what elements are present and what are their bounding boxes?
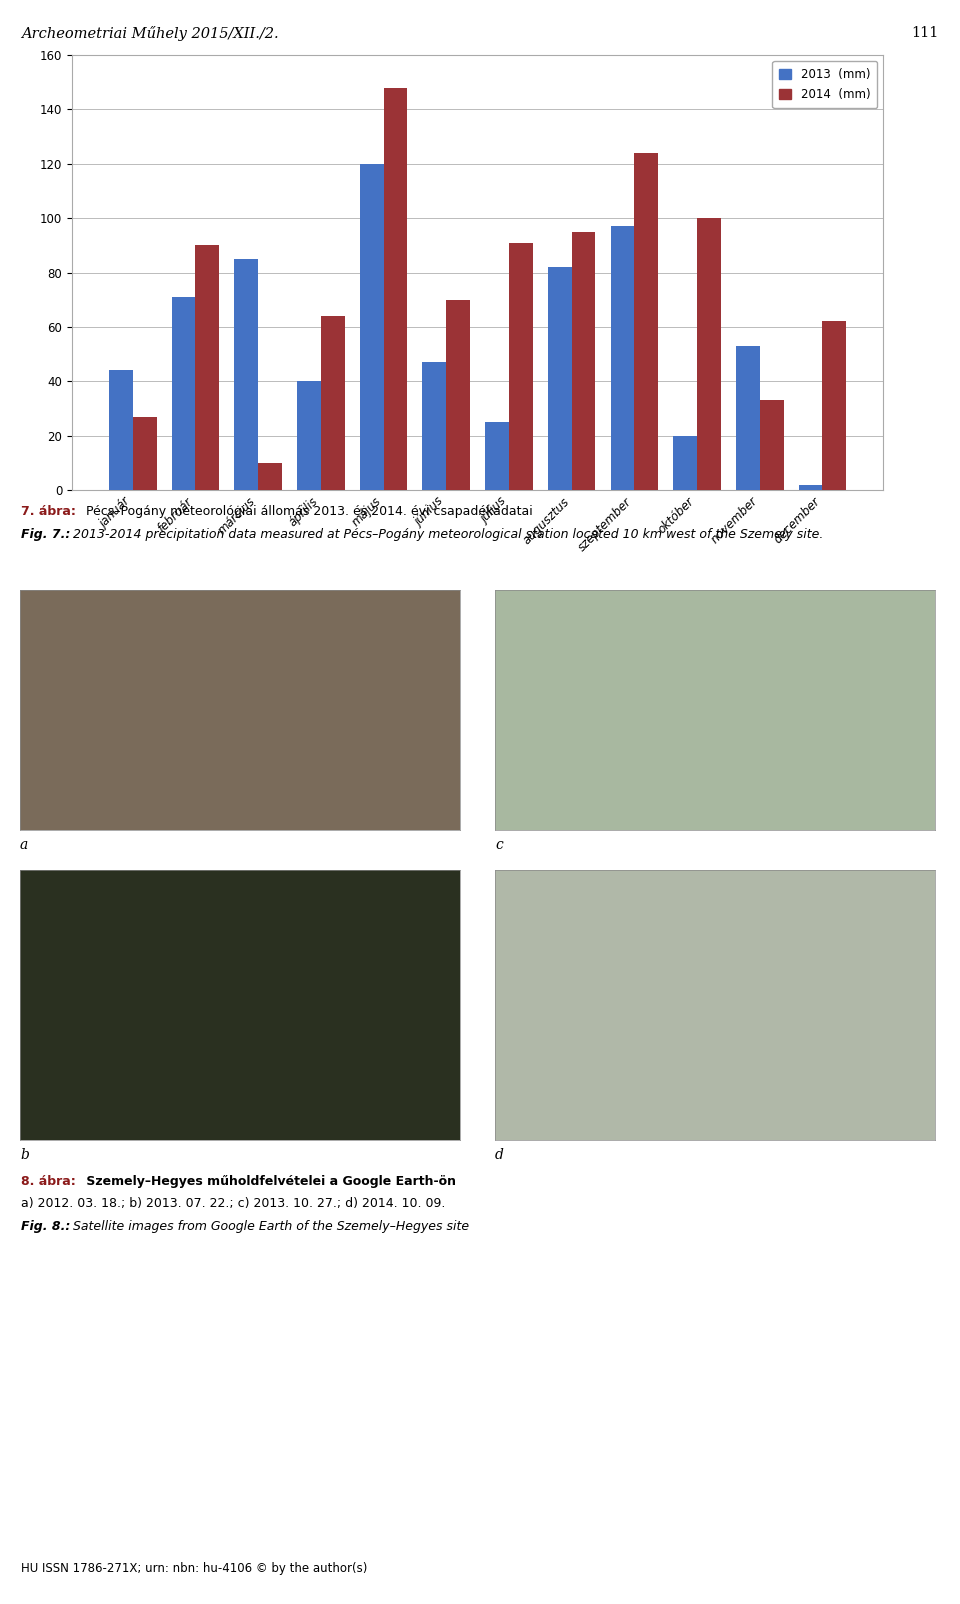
Bar bbox=[571, 231, 595, 489]
Bar bbox=[673, 436, 697, 489]
Text: b: b bbox=[20, 1148, 29, 1161]
Bar bbox=[548, 266, 571, 489]
Bar bbox=[234, 258, 258, 489]
Bar bbox=[446, 300, 470, 489]
Text: Pécs–Pogány meteorológiai állomás 2013. és 2014. évi csapadékadatai: Pécs–Pogány meteorológiai állomás 2013. … bbox=[82, 505, 533, 518]
Bar bbox=[697, 218, 721, 489]
Bar bbox=[635, 152, 659, 489]
Text: 7. ábra:: 7. ábra: bbox=[21, 505, 76, 518]
Bar bbox=[736, 346, 759, 489]
Bar bbox=[258, 464, 282, 489]
Text: Szemely–Hegyes műholdfelvételei a Google Earth-ön: Szemely–Hegyes műholdfelvételei a Google… bbox=[82, 1176, 456, 1189]
Text: 8. ábra:: 8. ábra: bbox=[21, 1176, 76, 1189]
Text: c: c bbox=[495, 837, 503, 852]
Bar bbox=[360, 164, 384, 489]
Bar bbox=[422, 363, 446, 489]
Bar bbox=[297, 382, 321, 489]
Bar bbox=[485, 422, 509, 489]
Bar bbox=[509, 242, 533, 489]
Bar bbox=[611, 226, 635, 489]
Bar bbox=[108, 371, 132, 489]
Text: 2013-2014 precipitation data measured at Pécs–Pogány meteorological station loca: 2013-2014 precipitation data measured at… bbox=[69, 528, 824, 541]
Bar bbox=[196, 245, 219, 489]
Bar bbox=[823, 321, 847, 489]
Text: d: d bbox=[495, 1148, 504, 1161]
Bar bbox=[132, 417, 156, 489]
Bar bbox=[321, 316, 345, 489]
Text: a) 2012. 03. 18.; b) 2013. 07. 22.; c) 2013. 10. 27.; d) 2014. 10. 09.: a) 2012. 03. 18.; b) 2013. 07. 22.; c) 2… bbox=[21, 1197, 445, 1209]
Text: Satellite images from Google Earth of the Szemely–Hegyes site: Satellite images from Google Earth of th… bbox=[69, 1221, 469, 1233]
Text: Archeometriai Műhely 2015/XII./2.: Archeometriai Műhely 2015/XII./2. bbox=[21, 26, 278, 40]
Text: 111: 111 bbox=[911, 26, 939, 40]
Bar bbox=[799, 484, 823, 489]
Bar bbox=[384, 88, 407, 489]
Text: Fig. 8.:: Fig. 8.: bbox=[21, 1221, 70, 1233]
Bar bbox=[172, 297, 196, 489]
Legend: 2013  (mm), 2014  (mm): 2013 (mm), 2014 (mm) bbox=[772, 61, 877, 107]
Bar bbox=[759, 401, 783, 489]
Text: a: a bbox=[20, 837, 28, 852]
Text: Fig. 7.:: Fig. 7.: bbox=[21, 528, 70, 541]
Text: HU ISSN 1786-271X; urn: nbn: hu-4106 © by the author(s): HU ISSN 1786-271X; urn: nbn: hu-4106 © b… bbox=[21, 1562, 368, 1575]
